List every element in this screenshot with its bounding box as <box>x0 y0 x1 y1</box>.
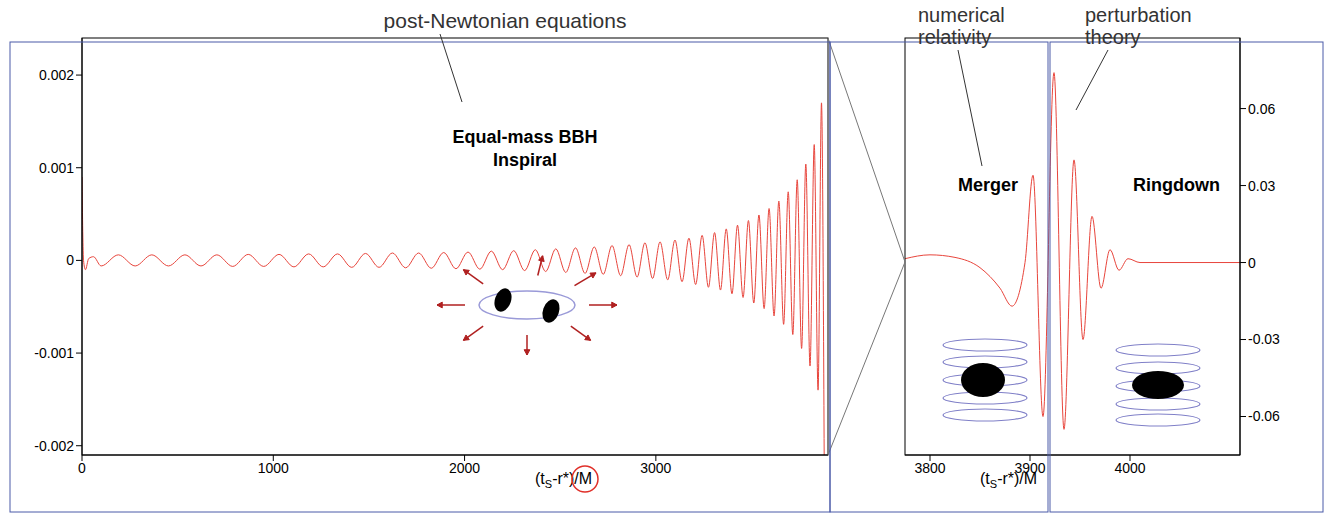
svg-text:0.06: 0.06 <box>1248 101 1275 117</box>
svg-text:0: 0 <box>66 252 74 268</box>
svg-text:numericalrelativity: numericalrelativity <box>918 4 1005 48</box>
svg-text:-0.002: -0.002 <box>34 438 74 454</box>
svg-text:0: 0 <box>1248 255 1256 271</box>
svg-text:(tS-r*)/M: (tS-r*)/M <box>535 470 592 490</box>
svg-text:2000: 2000 <box>449 460 480 476</box>
svg-text:Merger: Merger <box>958 175 1018 195</box>
svg-text:-0.06: -0.06 <box>1248 408 1280 424</box>
svg-text:(tS-r*)/M: (tS-r*)/M <box>980 470 1037 490</box>
svg-text:0.001: 0.001 <box>39 160 74 176</box>
svg-text:Equal-mass BBHInspiral: Equal-mass BBHInspiral <box>452 127 597 170</box>
svg-text:-0.03: -0.03 <box>1248 331 1280 347</box>
svg-text:3900: 3900 <box>1014 460 1045 476</box>
svg-text:post-Newtonian equations: post-Newtonian equations <box>384 9 627 32</box>
svg-text:0.03: 0.03 <box>1248 178 1275 194</box>
svg-text:3000: 3000 <box>640 460 671 476</box>
svg-text:4000: 4000 <box>1114 460 1145 476</box>
svg-text:0.002: 0.002 <box>39 67 74 83</box>
svg-text:-0.001: -0.001 <box>34 345 74 361</box>
svg-text:1000: 1000 <box>258 460 289 476</box>
svg-text:Ringdown: Ringdown <box>1133 175 1220 195</box>
svg-text:3800: 3800 <box>914 460 945 476</box>
svg-text:perturbationtheory: perturbationtheory <box>1085 4 1192 48</box>
svg-text:0: 0 <box>78 460 86 476</box>
